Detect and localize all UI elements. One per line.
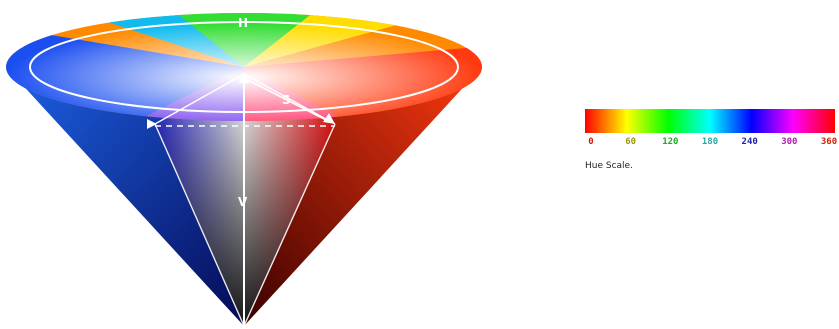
hue-scale-caption: Hue Scale. [585,161,633,171]
hue-tick-120: 120 [662,137,679,147]
hue-label: H [238,16,248,30]
value-label: V [238,195,248,209]
hue-gradient-bar [585,109,835,133]
hue-tick-60: 60 [625,137,637,147]
edge-top-left [154,73,245,125]
edge-top-right [243,73,336,125]
hsv-cone-diagram: H S V [6,13,482,327]
hue-ring-arrow [147,119,157,129]
hue-tick-0: 0 [588,137,594,147]
value-arrowhead [239,72,249,83]
hue-tick-180: 180 [701,137,719,147]
edge-left-cut [154,123,245,327]
hue-tick-labels: 0 60 120 180 240 300 360 [585,137,838,151]
saturation-label: S [282,93,291,107]
edge-right-cut [243,123,336,327]
hue-tick-360: 360 [820,137,838,147]
saturation-arrowhead [323,113,335,124]
hue-tick-240: 240 [741,137,758,147]
hue-tick-300: 300 [781,137,798,147]
saturation-arrow [247,79,331,123]
hue-scale-legend: 0 60 120 180 240 300 360 Hue Scale. [585,109,838,171]
